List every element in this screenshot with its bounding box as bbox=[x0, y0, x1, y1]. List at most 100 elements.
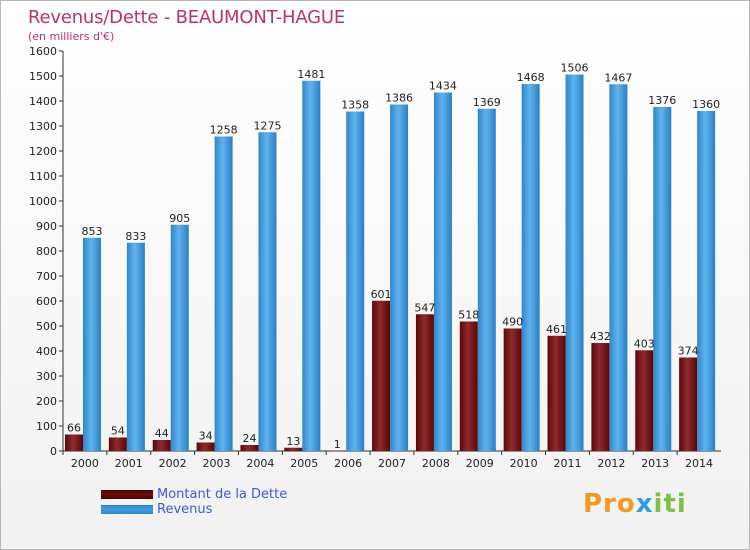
label-revenus-2001: 833 bbox=[125, 230, 146, 243]
logo-part-iti: iti bbox=[653, 489, 687, 519]
label-revenus-2013: 1376 bbox=[648, 94, 676, 107]
label-revenus-2011: 1506 bbox=[561, 62, 589, 75]
logo-part-pro: Pro bbox=[583, 489, 636, 519]
label-revenus-2002: 905 bbox=[169, 212, 190, 225]
bar-dette-2014 bbox=[679, 357, 698, 451]
bar-dette-2001 bbox=[108, 437, 127, 451]
bar-dette-2009 bbox=[459, 321, 478, 451]
x-tick-label: 2002 bbox=[159, 457, 187, 470]
y-tick-label: 400 bbox=[36, 345, 57, 358]
bar-revenus-2006 bbox=[346, 111, 365, 451]
bar-dette-2013 bbox=[635, 350, 654, 451]
legend-label-debt: Montant de la Dette bbox=[157, 487, 288, 502]
bar-revenus-2012 bbox=[609, 84, 628, 451]
label-revenus-2007: 1386 bbox=[385, 92, 413, 105]
label-revenus-2008: 1434 bbox=[429, 80, 457, 93]
label-revenus-2014: 1360 bbox=[692, 98, 720, 111]
x-tick-label: 2013 bbox=[641, 457, 669, 470]
chart-title: Revenus/Dette - BEAUMONT-HAGUE bbox=[28, 7, 346, 28]
legend-label-revenue: Revenus bbox=[157, 502, 213, 517]
y-tick-label: 200 bbox=[36, 395, 57, 408]
bar-dette-2012 bbox=[591, 343, 610, 451]
label-dette-2000: 66 bbox=[67, 422, 81, 435]
x-tick-label: 2009 bbox=[466, 457, 494, 470]
bar-dette-2005 bbox=[284, 447, 303, 451]
data-labels: 66 853 54 833 44 905 34 1258 24 1275 13 1481 1 1358 60… bbox=[67, 62, 720, 451]
bar-dette-2011 bbox=[547, 335, 566, 451]
label-revenus-2012: 1467 bbox=[604, 71, 632, 84]
bar-dette-2000 bbox=[65, 434, 83, 451]
label-dette-2003: 34 bbox=[199, 430, 213, 443]
label-dette-2008: 547 bbox=[414, 301, 435, 314]
label-dette-2001: 54 bbox=[111, 425, 125, 438]
x-tick-label: 2007 bbox=[378, 457, 406, 470]
label-dette-2010: 490 bbox=[502, 316, 523, 329]
legend-swatch-debt bbox=[101, 490, 153, 499]
x-tick-label: 2006 bbox=[334, 457, 362, 470]
label-revenus-2009: 1369 bbox=[473, 96, 501, 109]
label-dette-2002: 44 bbox=[155, 427, 169, 440]
x-tick-label: 2005 bbox=[290, 457, 318, 470]
x-tick-label: 2003 bbox=[203, 457, 231, 470]
y-tick-label: 1100 bbox=[29, 170, 57, 183]
chart-subtitle: (en milliers d'€) bbox=[28, 30, 115, 43]
bar-revenus-2009 bbox=[477, 108, 496, 451]
bar-dette-2010 bbox=[503, 328, 522, 451]
bar-dette-2002 bbox=[152, 440, 171, 451]
label-revenus-2000: 853 bbox=[82, 225, 103, 238]
bar-revenus-2005 bbox=[302, 80, 321, 451]
label-revenus-2003: 1258 bbox=[210, 124, 238, 137]
label-dette-2013: 403 bbox=[634, 337, 655, 350]
bar-dette-2003 bbox=[196, 442, 215, 451]
label-dette-2007: 601 bbox=[371, 288, 392, 301]
y-tick-label: 600 bbox=[36, 295, 57, 308]
bar-revenus-2007 bbox=[390, 104, 409, 451]
label-dette-2009: 518 bbox=[458, 309, 479, 322]
x-tick-label: 2012 bbox=[597, 457, 625, 470]
bar-dette-2004 bbox=[240, 445, 259, 451]
bar-revenus-2013 bbox=[653, 107, 672, 451]
bar-dette-2006 bbox=[328, 450, 347, 452]
y-tick-label: 700 bbox=[36, 270, 57, 283]
x-tick-label: 2001 bbox=[115, 457, 143, 470]
y-tick-label: 1500 bbox=[29, 70, 57, 83]
y-tick-label: 1400 bbox=[29, 95, 57, 108]
label-revenus-2005: 1481 bbox=[297, 68, 325, 81]
label-revenus-2010: 1468 bbox=[517, 71, 545, 84]
x-tick-label: 2004 bbox=[246, 457, 274, 470]
bars bbox=[65, 74, 716, 452]
proxiti-logo: Proxiti bbox=[583, 489, 687, 519]
bar-revenus-2003 bbox=[214, 136, 233, 451]
bar-revenus-2002 bbox=[170, 224, 189, 451]
label-dette-2014: 374 bbox=[678, 345, 699, 358]
bar-revenus-2001 bbox=[126, 242, 145, 451]
bar-revenus-2014 bbox=[697, 111, 716, 451]
bar-dette-2008 bbox=[415, 314, 434, 451]
legend-swatch-revenue bbox=[101, 505, 153, 514]
label-dette-2006: 1 bbox=[334, 438, 341, 451]
bar-revenus-2010 bbox=[521, 84, 540, 451]
bar-revenus-2000 bbox=[83, 237, 101, 451]
y-tick-label: 300 bbox=[36, 370, 57, 383]
y-tick-label: 1200 bbox=[29, 145, 57, 158]
y-tick-label: 1000 bbox=[29, 195, 57, 208]
x-tick-label: 2008 bbox=[422, 457, 450, 470]
label-revenus-2006: 1358 bbox=[341, 99, 369, 112]
label-dette-2011: 461 bbox=[546, 323, 567, 336]
y-tick-label: 1600 bbox=[29, 45, 57, 58]
y-tick-label: 1300 bbox=[29, 120, 57, 133]
bar-revenus-2004 bbox=[258, 132, 277, 451]
bar-dette-2007 bbox=[372, 300, 391, 451]
logo-part-x: x bbox=[635, 489, 654, 519]
label-dette-2005: 13 bbox=[286, 435, 300, 448]
y-tick-label: 0 bbox=[50, 445, 57, 458]
label-revenus-2004: 1275 bbox=[253, 119, 281, 132]
y-tick-label: 800 bbox=[36, 245, 57, 258]
label-dette-2012: 432 bbox=[590, 330, 611, 343]
x-tick-label: 2014 bbox=[685, 457, 713, 470]
bar-revenus-2011 bbox=[565, 74, 584, 451]
y-tick-label: 500 bbox=[36, 320, 57, 333]
x-tick-label: 2000 bbox=[71, 457, 99, 470]
